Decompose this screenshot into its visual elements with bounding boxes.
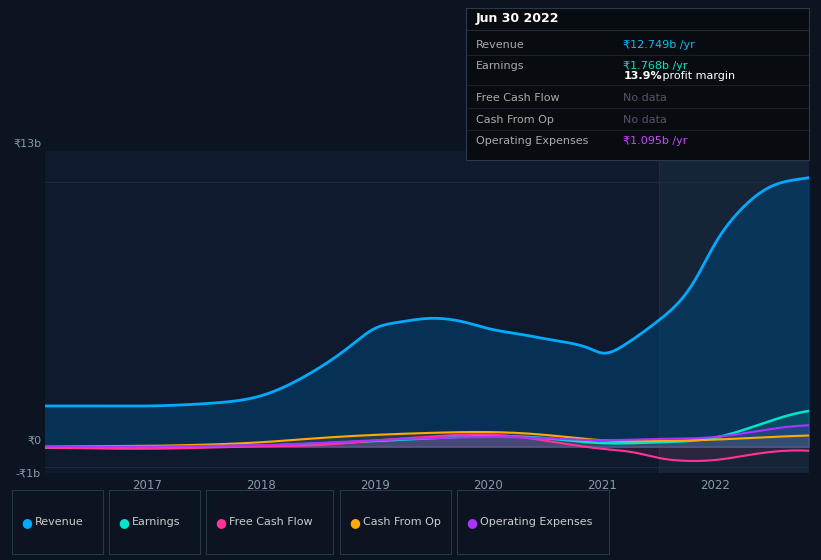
- Text: Free Cash Flow: Free Cash Flow: [476, 92, 559, 102]
- Text: Revenue: Revenue: [476, 40, 525, 50]
- Text: Earnings: Earnings: [476, 61, 525, 71]
- Text: -₹1b: -₹1b: [16, 468, 41, 478]
- Text: No data: No data: [623, 92, 667, 102]
- Text: Free Cash Flow: Free Cash Flow: [229, 517, 313, 527]
- Text: ₹13b: ₹13b: [13, 138, 41, 148]
- Text: Cash From Op: Cash From Op: [476, 115, 553, 124]
- Text: Operating Expenses: Operating Expenses: [480, 517, 593, 527]
- Text: ●: ●: [118, 516, 130, 529]
- Text: ●: ●: [349, 516, 360, 529]
- Text: ●: ●: [215, 516, 227, 529]
- Text: ₹12.749b /yr: ₹12.749b /yr: [623, 40, 695, 50]
- Text: 13.9%: 13.9%: [623, 71, 662, 81]
- Text: Operating Expenses: Operating Expenses: [476, 137, 588, 147]
- Text: Earnings: Earnings: [132, 517, 181, 527]
- Text: ●: ●: [21, 516, 33, 529]
- Text: ●: ●: [466, 516, 478, 529]
- Text: Jun 30 2022: Jun 30 2022: [476, 12, 559, 26]
- Text: ₹1.768b /yr: ₹1.768b /yr: [623, 61, 688, 71]
- Text: profit margin: profit margin: [659, 71, 736, 81]
- Bar: [658, 151, 809, 473]
- Text: Revenue: Revenue: [35, 517, 84, 527]
- Text: ₹0: ₹0: [27, 436, 41, 446]
- Text: No data: No data: [623, 115, 667, 124]
- Text: ₹1.095b /yr: ₹1.095b /yr: [623, 137, 688, 147]
- Text: Cash From Op: Cash From Op: [363, 517, 441, 527]
